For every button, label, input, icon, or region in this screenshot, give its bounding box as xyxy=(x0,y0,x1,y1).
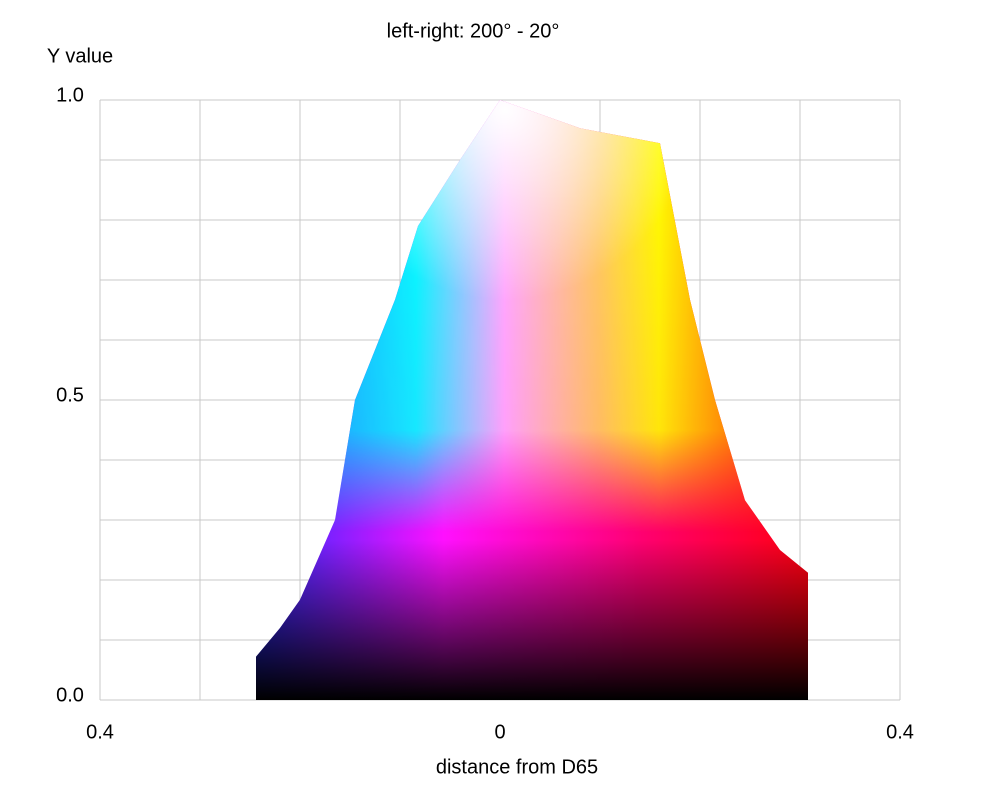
x-tick-label: 0 xyxy=(494,721,505,743)
x-tick-label: 0.4 xyxy=(86,721,114,743)
x-axis-label: distance from D65 xyxy=(436,756,598,778)
y-tick-label: 0.0 xyxy=(56,684,84,706)
chart-title: left-right: 200° - 20° xyxy=(387,20,560,42)
y-tick-label: 0.5 xyxy=(56,384,84,406)
y-tick-label: 1.0 xyxy=(56,84,84,106)
x-tick-label: 0.4 xyxy=(886,721,914,743)
y-axis-label: Y value xyxy=(47,45,113,67)
